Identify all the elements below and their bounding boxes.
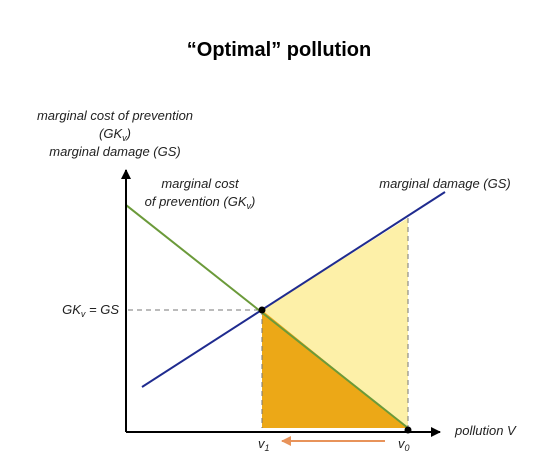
x-axis-label: pollution V bbox=[454, 423, 517, 438]
v0-point bbox=[404, 426, 412, 434]
title: “Optimal” pollution bbox=[187, 39, 371, 61]
damage-curve bbox=[141, 191, 446, 388]
equilibrium-label: GKv = GS bbox=[62, 302, 119, 319]
x-label: v1 bbox=[258, 436, 270, 453]
curve-label: marginal damage (GS) bbox=[379, 176, 511, 191]
curve-label: marginal cost bbox=[161, 176, 240, 191]
equilibrium-point bbox=[258, 306, 266, 314]
curve-label: of prevention (GKv) bbox=[145, 194, 256, 211]
y-axis-label: (GKv) bbox=[99, 126, 131, 143]
surplus-area bbox=[262, 218, 408, 428]
y-axis-label: marginal cost of prevention bbox=[37, 108, 193, 123]
prevention-curve bbox=[125, 204, 409, 429]
x-label: v0 bbox=[398, 436, 410, 453]
y-axis-label: marginal damage (GS) bbox=[49, 144, 181, 159]
